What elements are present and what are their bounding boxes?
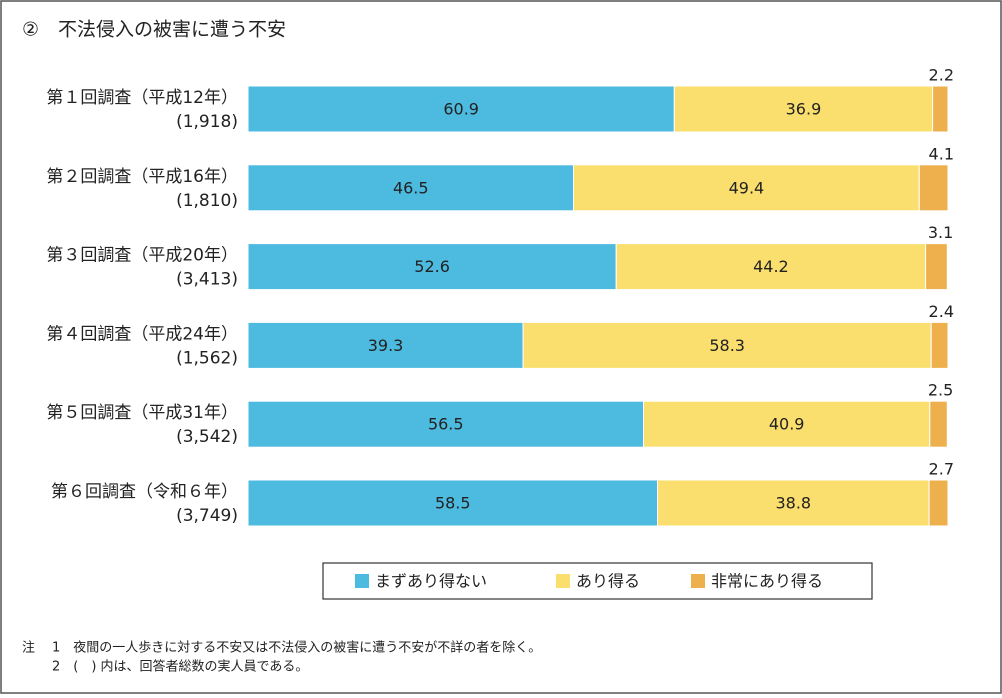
sample-size: (1,918) <box>176 112 238 132</box>
category-label: 第３回調査（平成20年） <box>46 246 238 266</box>
category-label: 第１回調査（平成12年） <box>46 88 238 108</box>
category-label: 第５回調査（平成31年） <box>46 403 238 423</box>
bar-segment <box>929 400 948 448</box>
bar-segment <box>643 400 931 448</box>
bar-segment <box>918 164 949 212</box>
value-label: 49.4 <box>729 178 765 197</box>
sample-size: (1,810) <box>176 191 238 211</box>
value-label: 46.5 <box>393 178 429 197</box>
value-label: 2.4 <box>929 302 954 321</box>
value-label: 40.9 <box>769 415 805 434</box>
note: 2 ( ) 内は、回答者総数の実人員である。 <box>52 659 308 675</box>
value-label: 38.8 <box>775 494 811 513</box>
bar-segment <box>247 479 658 527</box>
value-label: 36.9 <box>786 100 822 119</box>
value-label: 52.6 <box>414 257 450 276</box>
sample-size: (3,749) <box>176 506 238 526</box>
bar-segment <box>573 164 920 212</box>
bar-segment <box>247 85 675 133</box>
category-label: 第６回調査（令和６年） <box>51 482 238 502</box>
bar-segment <box>657 479 930 527</box>
legend-swatch <box>355 574 369 588</box>
value-label: 58.3 <box>709 336 745 355</box>
bar-segment <box>932 85 949 133</box>
value-label: 58.5 <box>435 494 471 513</box>
sample-size: (3,542) <box>176 427 238 447</box>
bar-segment <box>930 321 949 369</box>
notes-label: 注 <box>22 641 35 656</box>
legend-swatch <box>556 574 570 588</box>
value-label: 2.7 <box>929 460 954 479</box>
chart-title: ② 不法侵入の被害に遭う不安 <box>22 19 286 41</box>
legend-label: まずあり得ない <box>375 572 487 591</box>
value-label: 4.1 <box>929 144 954 163</box>
note: 1 夜間の一人歩きに対する不安又は不法侵入の被害に遭う不安が不詳の者を除く。 <box>52 640 541 656</box>
value-label: 3.1 <box>928 223 953 242</box>
category-label: 第２回調査（平成16年） <box>46 167 238 187</box>
bar-segment <box>247 400 644 448</box>
category-label: 第４回調査（平成24年） <box>46 324 238 344</box>
value-label: 60.9 <box>443 100 479 119</box>
legend-label: 非常にあり得る <box>711 572 823 591</box>
value-label: 2.5 <box>928 381 953 400</box>
bar-segment <box>522 321 932 369</box>
bar-segment <box>247 243 617 291</box>
sample-size: (1,562) <box>176 348 238 368</box>
legend-swatch <box>691 574 705 588</box>
value-label: 44.2 <box>753 257 789 276</box>
sample-size: (3,413) <box>176 270 238 290</box>
legend-box <box>322 562 873 600</box>
bar-segment <box>615 243 927 291</box>
bar-segment <box>928 479 949 527</box>
value-label: 2.2 <box>929 66 954 85</box>
bar-segment <box>247 164 574 212</box>
value-label: 56.5 <box>428 415 464 434</box>
bar-segment <box>247 321 524 369</box>
legend-label: あり得る <box>576 572 640 591</box>
value-label: 39.3 <box>368 336 404 355</box>
bar-segment <box>925 243 948 291</box>
